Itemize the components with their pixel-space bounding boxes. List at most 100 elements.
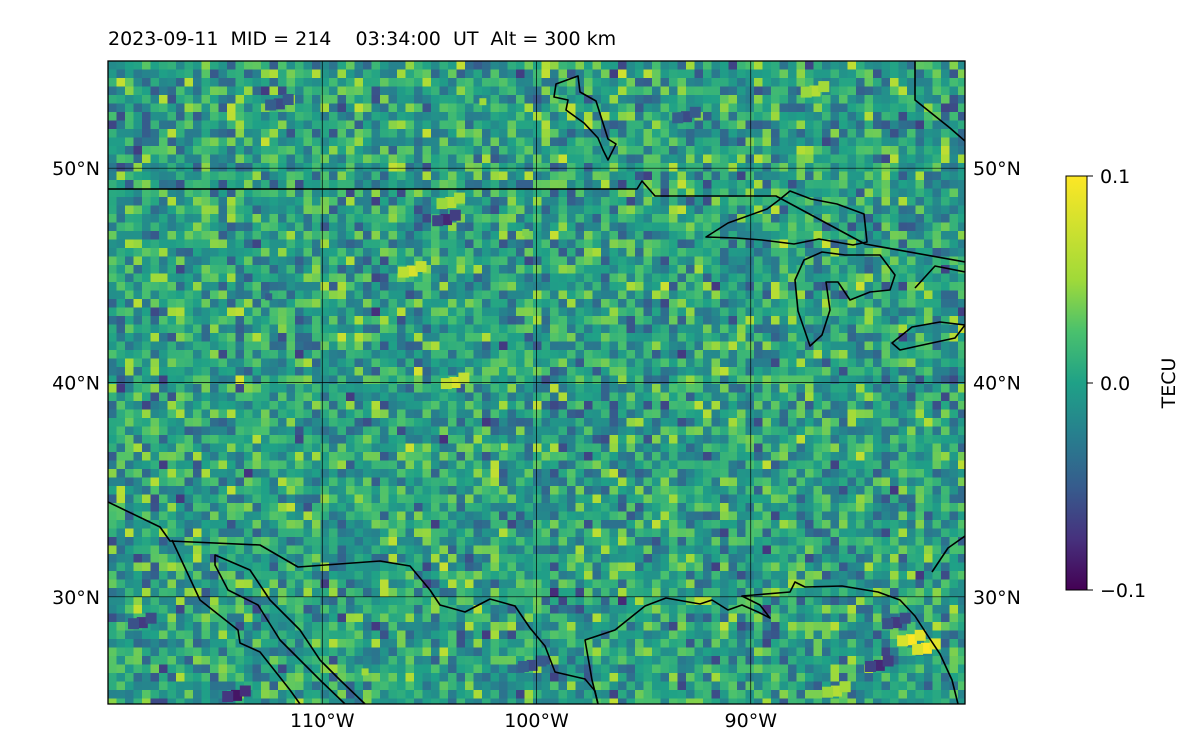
heatmap-cell — [176, 120, 185, 130]
heatmap-cell — [465, 443, 474, 453]
heatmap-cell — [193, 61, 202, 70]
heatmap-cell — [524, 205, 534, 215]
heatmap-cell — [618, 78, 627, 87]
heatmap-cell — [805, 205, 814, 215]
heatmap-cell — [550, 197, 559, 206]
heatmap-cell — [711, 95, 721, 104]
heatmap-cell — [949, 316, 959, 325]
heatmap-cell — [295, 435, 304, 444]
heatmap-cell — [686, 248, 695, 257]
heatmap-cell — [915, 248, 925, 257]
heatmap-cell — [915, 358, 925, 368]
heatmap-cell — [524, 61, 534, 70]
heatmap-cell — [711, 333, 721, 342]
heatmap-cell — [762, 282, 772, 291]
heatmap-cell — [839, 316, 848, 325]
heatmap-cell — [465, 299, 474, 308]
heatmap-cell — [499, 290, 508, 300]
heatmap-cell — [388, 333, 398, 342]
heatmap-cell — [269, 163, 279, 172]
heatmap-cell — [108, 375, 117, 385]
heatmap-cell — [660, 418, 670, 427]
heatmap-cell — [941, 392, 950, 402]
heatmap-cell — [558, 256, 568, 266]
heatmap-cell — [295, 282, 304, 291]
heatmap-cell — [694, 256, 704, 266]
heatmap-cell — [303, 333, 313, 342]
heatmap-cell — [218, 307, 228, 317]
heatmap-cell — [592, 367, 602, 376]
heatmap-cell — [864, 307, 874, 317]
heatmap-cell — [286, 324, 296, 334]
heatmap-cell — [295, 290, 304, 300]
heatmap-cell — [949, 180, 959, 189]
heatmap-cell — [779, 452, 789, 461]
heatmap-cell — [261, 222, 270, 232]
heatmap-cell — [677, 333, 687, 342]
heatmap-cell — [669, 129, 678, 138]
heatmap-cell — [652, 409, 661, 419]
heatmap-cell — [456, 265, 466, 274]
heatmap-cell — [601, 163, 610, 172]
heatmap-cell — [898, 290, 908, 300]
heatmap-cell — [932, 248, 942, 257]
heatmap-cell — [728, 69, 738, 79]
heatmap-cell — [159, 214, 168, 223]
heatmap-cell — [771, 273, 780, 283]
heatmap-cell — [711, 469, 721, 478]
heatmap-cell — [813, 401, 823, 410]
heatmap-cell — [167, 341, 177, 351]
heatmap-cell — [652, 299, 661, 308]
heatmap-cell — [286, 316, 296, 325]
heatmap-cell — [329, 146, 338, 155]
heatmap-cell — [516, 120, 525, 130]
heatmap-cell — [728, 375, 738, 385]
heatmap-cell — [941, 469, 950, 478]
heatmap-cell — [941, 316, 950, 325]
heatmap-cell — [533, 375, 542, 385]
heatmap-cell — [405, 384, 415, 393]
heatmap-cell — [244, 222, 253, 232]
heatmap-cell — [771, 452, 780, 461]
heatmap-cell — [320, 452, 330, 461]
heatmap-cell — [873, 146, 882, 155]
heatmap-cell — [643, 452, 653, 461]
heatmap-cell — [754, 95, 763, 104]
heatmap-cell — [660, 239, 670, 249]
heatmap-cell — [507, 435, 517, 444]
heatmap-cell — [847, 350, 857, 359]
heatmap-cell — [252, 129, 262, 138]
heatmap-cell — [779, 358, 789, 368]
heatmap-cell — [448, 358, 457, 368]
heatmap-cell — [618, 401, 627, 410]
heatmap-cell — [371, 214, 381, 223]
heatmap-cell — [703, 180, 712, 189]
heatmap-cell — [125, 95, 134, 104]
heatmap-cell — [125, 129, 134, 138]
heatmap-cell — [754, 350, 763, 359]
heatmap-cell — [541, 112, 551, 121]
heatmap-cell — [958, 248, 965, 257]
heatmap-cell — [643, 367, 653, 376]
heatmap-cell — [881, 324, 891, 334]
heatmap-cell — [176, 452, 185, 461]
heatmap-cell — [609, 146, 619, 155]
heatmap-cell — [830, 95, 840, 104]
heatmap-cell — [524, 112, 534, 121]
heatmap-cell — [252, 299, 262, 308]
heatmap-cell — [745, 163, 755, 172]
heatmap-cell — [915, 129, 925, 138]
heatmap-cell — [643, 418, 653, 427]
heatmap-cell — [422, 401, 432, 410]
heatmap-cell — [448, 86, 457, 96]
heatmap-cell — [907, 435, 916, 444]
heatmap-cell — [796, 435, 806, 444]
heatmap-cell — [958, 86, 965, 96]
heatmap-cell — [422, 324, 432, 334]
heatmap-cell — [244, 290, 253, 300]
heatmap-cell — [252, 95, 262, 104]
heatmap-cell — [184, 256, 194, 266]
heatmap-cell — [473, 171, 483, 181]
heatmap-cell — [830, 154, 840, 164]
heatmap-cell — [558, 248, 568, 257]
